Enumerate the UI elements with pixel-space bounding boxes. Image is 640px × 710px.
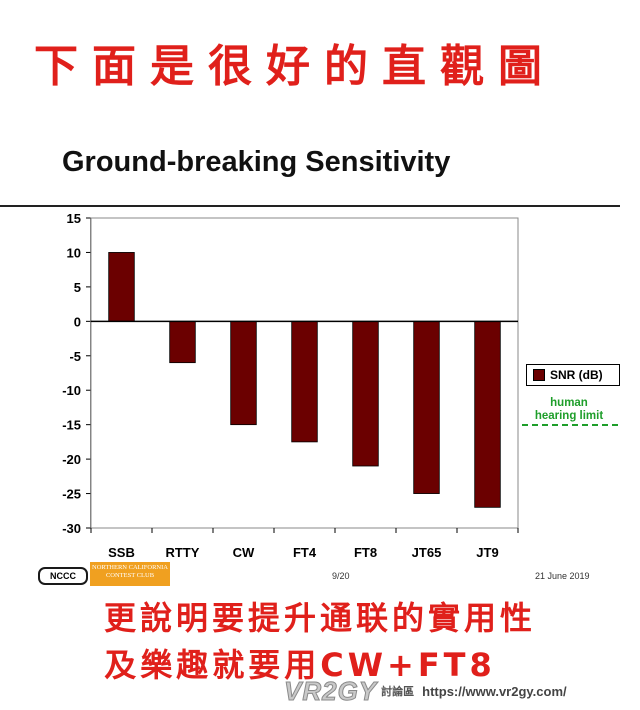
bottom-caption-line2: 及樂趣就要用CW+FT8 [104,646,496,684]
x-tick-label: FT4 [293,545,317,560]
bar [169,320,196,364]
slide-title: Ground-breaking Sensitivity [62,146,451,178]
hearing-limit-line [522,424,618,426]
y-tick-label: -15 [62,418,81,433]
legend: SNR (dB) [526,364,620,386]
bar [291,320,318,443]
y-tick-label: -5 [69,349,81,364]
y-tick-label: 0 [74,314,81,329]
slide-date: 21 June 2019 [535,571,590,581]
y-tick-label: 5 [74,280,81,295]
watermark-logo: VR2GY [283,675,378,706]
title-divider [0,205,620,207]
y-tick-label: -30 [62,521,81,536]
hearing-limit-label: human hearing limit [534,397,604,422]
watermark: VR2GY 討論區 https://www.vr2gy.com/ [283,675,567,707]
x-tick-label: CW [233,545,255,560]
y-tick-label: -25 [62,487,81,502]
bar [474,320,501,508]
legend-label: SNR (dB) [550,368,603,382]
bottom-caption-line1: 更說明要提升通联的實用性 [103,599,536,637]
y-tick-label: -10 [62,383,81,398]
x-tick-label: FT8 [354,545,377,560]
x-tick-label: JT9 [476,545,498,560]
x-axis: SSB RTTY CW FT4 FT8 JT65 JT9 [90,528,519,560]
y-tick-label: 15 [67,211,81,226]
bar [230,320,257,426]
legend-swatch [533,369,545,381]
watermark-url: https://www.vr2gy.com/ [422,683,567,699]
nccc-logo: NCCC [38,567,88,585]
bar [108,252,135,322]
slide-number: 9/20 [332,571,350,581]
club-logo: NORTHERN CALIFORNIA CONTEST CLUB [90,562,170,586]
bars [91,252,518,508]
y-axis: 15 10 5 0 -5 -10 -15 -20 -25 -30 [62,211,92,536]
x-tick-label: SSB [108,545,135,560]
x-tick-label: RTTY [166,545,200,560]
x-tick-label: JT65 [412,545,442,560]
watermark-forum: 討論區 [381,686,415,698]
bar [413,320,440,494]
y-tick-label: 10 [67,245,81,260]
top-caption: 下面是很好的直觀圖 [34,41,556,92]
y-tick-label: -20 [62,452,81,467]
bar [352,320,379,467]
snr-bar-chart: 15 10 5 0 -5 -10 -15 -20 -25 -30 SSB RTTY CW FT4 FT8 J… [62,211,519,560]
